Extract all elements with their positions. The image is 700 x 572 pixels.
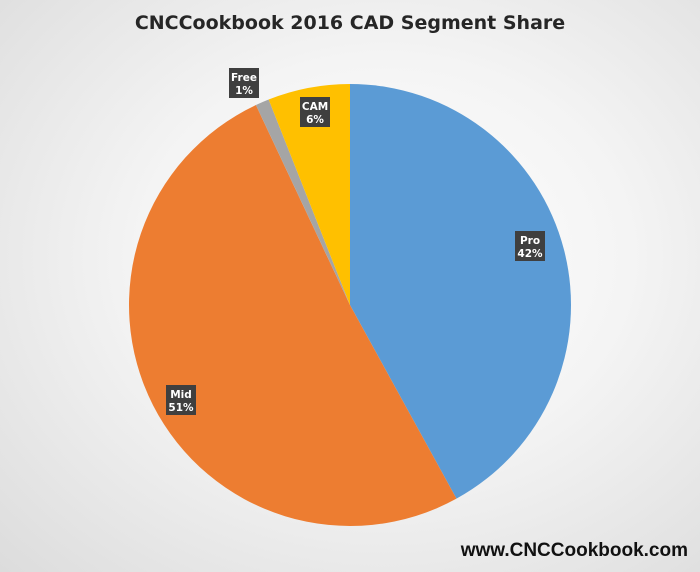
pie-slice-mid [129, 105, 457, 526]
data-label-category: Mid [170, 389, 192, 401]
data-label-value: 1% [235, 85, 253, 97]
data-label-value: 6% [306, 114, 324, 126]
pie-slice-pro [350, 84, 572, 499]
data-label-value: 51% [168, 402, 194, 414]
data-label-value: 42% [517, 248, 543, 260]
data-label-category: CAM [302, 101, 328, 113]
chart-title: CNCCookbook 2016 CAD Segment Share [134, 12, 566, 34]
watermark: www.CNCCookbook.com [460, 540, 688, 561]
pie-slice-cam [268, 84, 350, 305]
pie-slice-free [255, 99, 350, 305]
data-label-category: Free [231, 72, 257, 84]
data-label-category: Pro [520, 235, 540, 247]
